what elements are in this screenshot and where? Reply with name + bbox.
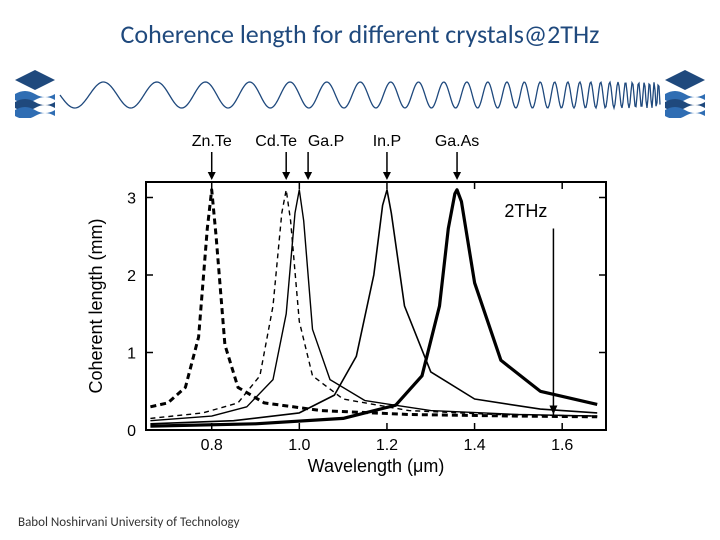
svg-text:1.6: 1.6	[551, 437, 573, 454]
svg-text:1.4: 1.4	[463, 437, 485, 454]
chirp-wave-decoration	[0, 70, 720, 120]
svg-text:Zn.Te: Zn.Te	[192, 133, 232, 150]
svg-text:Wavelength (μm): Wavelength (μm)	[308, 456, 445, 476]
slide: Coherence length for different crystals@…	[0, 0, 720, 540]
svg-text:1.2: 1.2	[376, 437, 398, 454]
svg-text:1.0: 1.0	[288, 437, 310, 454]
svg-text:1: 1	[127, 346, 136, 363]
footer-text: Babol Noshirvani University of Technolog…	[18, 515, 240, 530]
coherence-length-chart: 0.8 1.0 1.2 1.4 1.6 0 1 2 3 Wavelength (μm) Cohere…	[82, 130, 622, 480]
svg-text:Ga.P: Ga.P	[308, 133, 344, 150]
svg-text:Coherent length (mm): Coherent length (mm)	[86, 218, 106, 393]
svg-text:2THz: 2THz	[504, 201, 547, 221]
svg-text:Ga.As: Ga.As	[435, 133, 479, 150]
svg-text:3: 3	[127, 191, 136, 208]
svg-text:In.P: In.P	[373, 133, 401, 150]
page-title: Coherence length for different crystals@…	[0, 18, 720, 50]
svg-text:Cd.Te: Cd.Te	[255, 133, 297, 150]
svg-text:2: 2	[127, 268, 136, 285]
svg-text:0: 0	[127, 423, 136, 440]
svg-text:0.8: 0.8	[201, 437, 223, 454]
